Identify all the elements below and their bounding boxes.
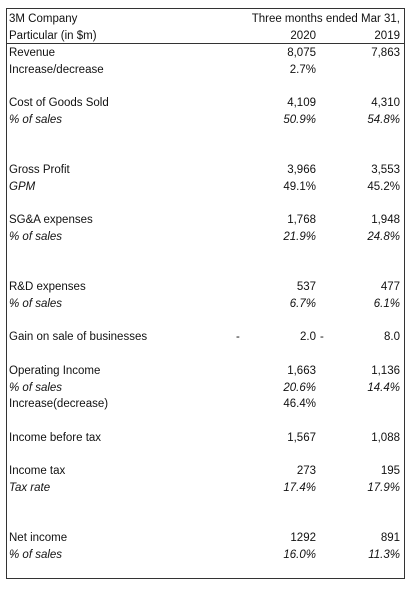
revenue-2020: 8,075 xyxy=(287,47,316,59)
net-income-2020: 1292 xyxy=(290,532,316,544)
row-label-oi-pct: % of sales xyxy=(9,382,63,394)
increase-2020: 2.7% xyxy=(289,64,316,76)
gain-sale-2020: 2.0 xyxy=(300,331,316,343)
row-label-increase: Increase/decrease xyxy=(9,64,104,76)
oi-pct-2020: 20.6% xyxy=(283,382,316,394)
row-label-net-income: Net income xyxy=(9,532,68,544)
tax-rate-2019: 17.9% xyxy=(367,482,400,494)
row-label-income-tax: Income tax xyxy=(9,465,66,477)
gain-sale-2019: 8.0 xyxy=(384,331,400,343)
operating-income-2020: 1,663 xyxy=(287,365,316,377)
rnd-pct-2020: 6.7% xyxy=(289,298,316,310)
particular-header: Particular (in $m) xyxy=(9,30,97,42)
gain-sale-dash-2019: - xyxy=(320,331,324,343)
cogs-2019: 4,310 xyxy=(371,97,400,109)
income-before-tax-2019: 1,088 xyxy=(371,432,400,444)
sga-pct-2019: 24.8% xyxy=(367,231,400,243)
row-label-rnd-pct: % of sales xyxy=(9,298,63,310)
sga-pct-2020: 21.9% xyxy=(283,231,316,243)
ni-pct-2020: 16.0% xyxy=(283,549,316,561)
header-divider xyxy=(7,43,404,44)
operating-income-2019: 1,136 xyxy=(371,365,400,377)
year-2020-header: 2020 xyxy=(290,30,316,42)
revenue-2019: 7,863 xyxy=(371,47,400,59)
row-label-rnd: R&D expenses xyxy=(9,281,86,293)
row-label-ni-pct: % of sales xyxy=(9,549,63,561)
row-label-sga: SG&A expenses xyxy=(9,214,93,226)
row-label-sga-pct: % of sales xyxy=(9,231,63,243)
financial-table: 3M Company Three months ended Mar 31, Pa… xyxy=(6,8,405,579)
net-income-2019: 891 xyxy=(380,532,400,544)
rnd-2019: 477 xyxy=(380,281,400,293)
row-label-oi-increase: Increase(decrease) xyxy=(9,398,109,410)
income-before-tax-2020: 1,567 xyxy=(287,432,316,444)
cogs-pct-2019: 54.8% xyxy=(367,114,400,126)
row-label-gpm: GPM xyxy=(9,181,36,193)
tax-rate-2020: 17.4% xyxy=(283,482,316,494)
row-label-tax-rate: Tax rate xyxy=(9,482,51,494)
oi-increase-2020: 46.4% xyxy=(283,398,316,410)
cogs-pct-2020: 50.9% xyxy=(283,114,316,126)
gross-profit-2019: 3,553 xyxy=(371,164,400,176)
oi-pct-2019: 14.4% xyxy=(367,382,400,394)
row-label-gross-profit: Gross Profit xyxy=(9,164,70,176)
cogs-2020: 4,109 xyxy=(287,97,316,109)
period-header: Three months ended Mar 31, xyxy=(251,13,400,25)
gross-profit-2020: 3,966 xyxy=(287,164,316,176)
gain-sale-dash-2020: - xyxy=(236,331,240,343)
year-2019-header: 2019 xyxy=(374,30,400,42)
row-label-gain-sale: Gain on sale of businesses xyxy=(9,331,148,343)
ni-pct-2019: 11.3% xyxy=(368,549,400,561)
income-tax-2019: 195 xyxy=(380,465,400,477)
row-label-operating-income: Operating Income xyxy=(9,365,101,377)
row-label-income-before-tax: Income before tax xyxy=(9,432,102,444)
sga-2019: 1,948 xyxy=(371,214,400,226)
row-label-cogs: Cost of Goods Sold xyxy=(9,97,109,109)
rnd-pct-2019: 6.1% xyxy=(373,298,400,310)
sga-2020: 1,768 xyxy=(287,214,316,226)
gpm-2020: 49.1% xyxy=(283,181,316,193)
income-tax-2020: 273 xyxy=(296,465,316,477)
row-label-revenue: Revenue xyxy=(9,47,56,59)
gpm-2019: 45.2% xyxy=(367,181,400,193)
row-label-cogs-pct: % of sales xyxy=(9,114,63,126)
company-name: 3M Company xyxy=(9,13,78,25)
rnd-2020: 537 xyxy=(296,281,316,293)
